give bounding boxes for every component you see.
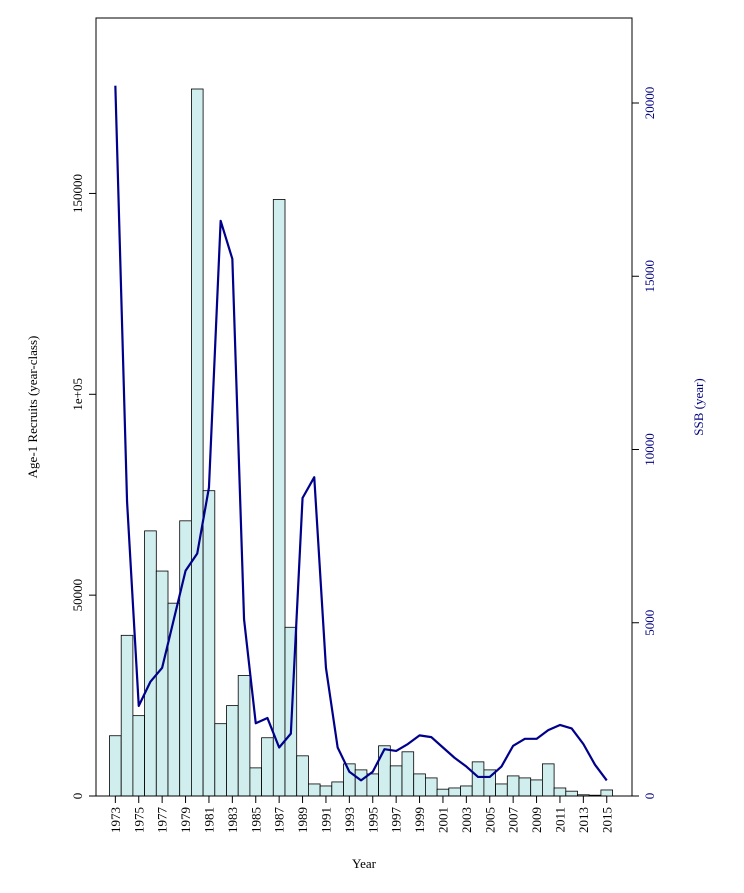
bar-2009: [530, 779, 543, 797]
x-tick-label-1997: 1997: [389, 807, 404, 834]
bar-2002: [448, 787, 461, 797]
bar-1987: [272, 199, 286, 797]
right-axis: 0 5000 10000 15000 20000: [631, 87, 657, 800]
bar-1995: [366, 773, 379, 797]
bar-1980: [190, 88, 204, 797]
bar-2007: [506, 775, 520, 797]
bar-1986: [261, 737, 274, 797]
bar-2001: [436, 788, 450, 797]
bar-2010: [542, 763, 555, 797]
bar-1979: [179, 520, 192, 797]
bar-2012: [565, 790, 578, 797]
right-tick-label-3: 15000: [642, 260, 657, 293]
x-tick-label-2015: 2015: [599, 807, 614, 833]
bar-1984: [237, 675, 251, 797]
left-tick-label-0: 0: [70, 793, 85, 800]
left-tick-label-3: 150000: [70, 174, 85, 213]
bar-1975: [132, 715, 145, 797]
x-tick-label-1983: 1983: [225, 807, 240, 833]
bar-1989: [296, 755, 309, 797]
right-tick-label-2: 10000: [642, 433, 657, 466]
bar-1976: [144, 530, 157, 797]
bar-2006: [495, 783, 508, 797]
left-tick-label-2: 1e+05: [70, 378, 85, 411]
bar-2000: [424, 777, 438, 797]
ssb-line: [114, 85, 608, 782]
bar-1985: [249, 767, 262, 797]
bar-1983: [226, 705, 239, 797]
bar-2004: [471, 761, 485, 797]
bar-1982: [214, 723, 227, 797]
x-tick-label-2003: 2003: [459, 807, 474, 833]
x-tick-label-2009: 2009: [529, 807, 544, 833]
x-tick-label-1999: 1999: [412, 807, 427, 833]
x-tick-label-1995: 1995: [365, 807, 380, 833]
bar-1994: [354, 769, 368, 797]
x-tick-label-1975: 1975: [131, 807, 146, 833]
bar-2003: [460, 785, 473, 797]
x-tick-label-1991: 1991: [318, 807, 333, 833]
x-tick-label-2013: 2013: [576, 807, 591, 833]
bar-1990: [307, 783, 321, 797]
bar-1992: [331, 781, 344, 797]
y-axis-label: Age-1 Recruits (year-class): [25, 336, 40, 479]
bar-2008: [518, 777, 532, 797]
right-tick-label-1: 5000: [642, 610, 657, 636]
x-tick-label-1987: 1987: [272, 807, 287, 834]
x-tick-label-1993: 1993: [342, 807, 357, 833]
bar-1981: [202, 490, 216, 797]
recruits-bars: [109, 88, 614, 797]
bar-1998: [401, 751, 415, 797]
x-tick-label-1985: 1985: [248, 807, 263, 833]
bar-1991: [319, 785, 333, 797]
x-tick-label-1979: 1979: [178, 807, 193, 833]
left-axis: 0 50000 1e+05 150000: [70, 174, 97, 800]
x-tick-label-1977: 1977: [155, 807, 170, 834]
x-axis-label: Year: [352, 856, 377, 871]
right-tick-label-0: 0: [642, 793, 657, 800]
x-tick-label-2005: 2005: [482, 807, 497, 833]
x-tick-label-2001: 2001: [435, 807, 450, 833]
bar-1973: [109, 735, 122, 797]
bar-1974: [120, 634, 134, 797]
x-axis: 1973 1975 1977 1979 1981 1983 1985 1987 1989 1991…: [108, 795, 614, 834]
bar-2015: [600, 789, 614, 797]
x-tick-label-1981: 1981: [201, 807, 216, 833]
bar-1993: [343, 763, 356, 797]
left-tick-label-1: 50000: [70, 579, 85, 612]
bar-2011: [553, 787, 567, 797]
x-tick-label-1973: 1973: [108, 807, 123, 833]
x-tick-label-2007: 2007: [506, 807, 521, 834]
x-tick-label-2011: 2011: [552, 807, 567, 833]
y2-axis-label: SSB (year): [691, 378, 706, 435]
bar-1999: [413, 773, 426, 797]
right-tick-label-4: 20000: [642, 87, 657, 120]
bar-1996: [378, 745, 391, 797]
bar-1997: [389, 765, 403, 797]
x-tick-label-1989: 1989: [295, 807, 310, 833]
bar-1977: [155, 570, 169, 797]
